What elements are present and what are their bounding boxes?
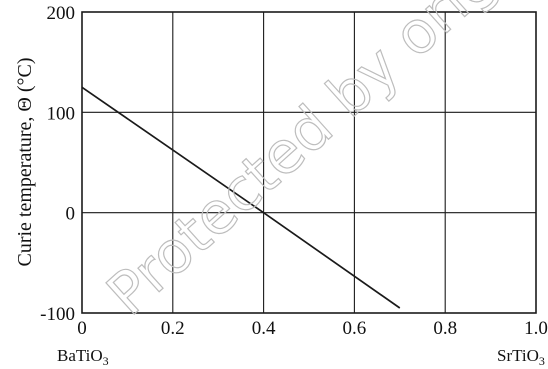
y-tick-label: -100 xyxy=(40,304,75,325)
series-group xyxy=(81,86,401,309)
x-tick-labels: 0 0.2 0.4 0.6 0.8 1.0 xyxy=(77,318,548,339)
y-tick-label: 100 xyxy=(47,103,76,124)
y-axis-title: Curie temperature, Θ (°C) xyxy=(14,57,36,266)
grid-lines xyxy=(82,12,536,313)
x-tick-label: 0.4 xyxy=(252,318,276,339)
x-tick-label: 1.0 xyxy=(524,318,548,339)
y-tick-label: 200 xyxy=(47,3,76,24)
y-tick-label: 0 xyxy=(66,204,76,225)
series-line-0 xyxy=(81,86,401,309)
x-tick-label: 0.2 xyxy=(161,318,185,339)
x-tick-label: 0.8 xyxy=(433,318,457,339)
x-end-label-right: SrTiO3 xyxy=(497,346,545,368)
x-tick-label: 0 xyxy=(77,318,87,339)
x-end-label-left: BaTiO3 xyxy=(57,346,109,368)
y-tick-labels: 200 100 0 -100 xyxy=(40,3,75,325)
x-tick-label: 0.6 xyxy=(343,318,367,339)
watermark: Protected by original copyright xyxy=(94,0,548,328)
plot-frame xyxy=(81,11,537,314)
